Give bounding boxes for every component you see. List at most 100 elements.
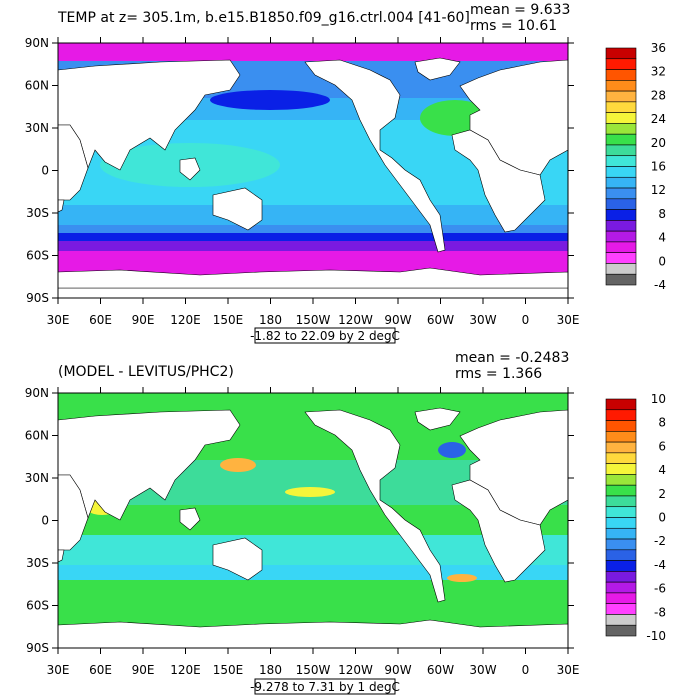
land-mass	[304, 59, 446, 253]
top-lon-labels: 30E 60E 90E 120E 150E 180 150W 120W 90W 60W 30W 0 30…	[47, 313, 580, 327]
colorbar-swatch	[605, 517, 637, 529]
colorbar-swatch	[605, 474, 637, 486]
land-mass	[451, 129, 546, 233]
lon-label: 60E	[89, 663, 112, 677]
lon-label: 30E	[557, 663, 580, 677]
land-mass	[414, 57, 461, 81]
lon-label: 60W	[427, 313, 454, 327]
land-mass	[58, 199, 65, 213]
bottom-map	[58, 393, 568, 648]
lat-label: 60N	[25, 429, 49, 443]
lon-label: 30E	[47, 313, 70, 327]
bottom-band-south-1	[58, 535, 568, 565]
bottom-panel-rms: rms = 1.366	[455, 366, 542, 382]
top-range-box	[254, 327, 396, 344]
lat-label: 90N	[25, 386, 49, 400]
bottom-range-text: -9.278 to 7.31 by 1 degC	[250, 680, 400, 694]
colorbar-swatch	[605, 538, 637, 551]
bottom-kuroshio-anomaly	[220, 458, 256, 472]
colorbar-label: 28	[651, 88, 666, 102]
lon-label: 120W	[338, 313, 373, 327]
colorbar-swatch	[605, 273, 637, 286]
colorbar-swatch	[605, 133, 637, 146]
bottom-ticks	[52, 387, 574, 654]
top-lat-labels: 90N 60N 30N 0 30S 60S 90S	[25, 36, 49, 305]
lon-label: 180	[259, 313, 282, 327]
colorbar-swatch	[605, 123, 637, 135]
colorbar-swatch	[605, 614, 637, 626]
colorbar-swatch	[605, 80, 637, 92]
lat-label: 60N	[25, 79, 49, 93]
colorbar-label: -10	[646, 629, 666, 643]
colorbar-label: 6	[658, 439, 666, 453]
colorbar-swatch	[605, 112, 637, 124]
colorbar-label: 4	[658, 231, 666, 245]
lon-label: 60E	[89, 313, 112, 327]
lon-label: 90E	[132, 313, 155, 327]
lat-label: 30S	[26, 206, 49, 220]
lon-label: 150W	[296, 313, 331, 327]
lat-label: 30N	[25, 121, 49, 135]
lon-label: 150W	[296, 663, 331, 677]
land-mass	[58, 287, 568, 298]
colorbar-label: 20	[651, 136, 666, 150]
lon-label: 30W	[469, 663, 496, 677]
lat-label: 30S	[26, 556, 49, 570]
colorbar-swatch	[605, 198, 637, 210]
top-band-south-3	[58, 233, 568, 241]
bottom-range-box	[254, 678, 396, 695]
lat-label: 30N	[25, 471, 49, 485]
lon-label: 120W	[338, 663, 373, 677]
bottom-south-atlantic-anomaly	[447, 574, 477, 582]
colorbar-swatch	[605, 187, 637, 200]
lon-label: 60W	[427, 663, 454, 677]
land-mass	[58, 549, 65, 563]
top-land	[58, 57, 568, 298]
colorbar-label: -6	[654, 582, 666, 596]
lon-label: 150E	[213, 313, 244, 327]
colorbar-swatch	[605, 263, 637, 275]
colorbar-label: 4	[658, 463, 666, 477]
colorbar-swatch	[605, 592, 637, 604]
top-panel-rms: rms = 10.61	[470, 18, 557, 34]
bottom-land	[58, 407, 568, 648]
colorbar-label: -8	[654, 605, 666, 619]
colorbar-swatch	[605, 230, 637, 243]
bottom-panel-title: (MODEL - LEVITUS/PHC2)	[58, 364, 234, 380]
land-mass	[304, 409, 446, 603]
land-mass	[58, 619, 568, 648]
colorbar-label: 8	[658, 416, 666, 430]
colorbar-swatch	[605, 241, 637, 253]
colorbar-swatch	[605, 220, 637, 232]
top-band-arctic	[58, 43, 568, 61]
bottom-lon-labels: 30E 60E 90E 120E 150E 180 150W 120W 90W 60W 30W 0 30…	[47, 663, 580, 677]
colorbar-label: 36	[651, 41, 666, 55]
colorbar-swatch	[605, 47, 637, 60]
colorbar-label: -4	[654, 278, 666, 292]
top-map	[58, 43, 568, 298]
colorbar-swatch	[605, 549, 637, 561]
colorbar-label: 2	[658, 487, 666, 501]
colorbar-label: -2	[654, 534, 666, 548]
lon-label: 30E	[47, 663, 70, 677]
lat-label: 60S	[26, 599, 49, 613]
lat-label: 0	[41, 514, 49, 528]
colorbar-label: 8	[658, 207, 666, 221]
colorbar-label: 0	[658, 254, 666, 268]
colorbar-label: -4	[654, 558, 666, 572]
top-band-south-2	[58, 225, 568, 233]
top-panel-title: TEMP at z= 305.1m, b.e15.B1850.f09_g16.c…	[57, 10, 470, 26]
lat-label: 90S	[26, 641, 49, 655]
colorbar-swatch	[605, 506, 637, 518]
top-panel: TEMP at z= 305.1m, b.e15.B1850.f09_g16.c…	[25, 2, 666, 344]
colorbar-swatch	[605, 144, 637, 157]
land-mass	[212, 537, 263, 581]
colorbar-swatch	[605, 441, 637, 454]
bottom-lat-labels: 90N 60N 30N 0 30S 60S 90S	[25, 386, 49, 655]
colorbar-swatch	[605, 571, 637, 583]
lon-label: 90E	[132, 663, 155, 677]
colorbar-swatch	[605, 176, 637, 189]
bottom-panel-mean: mean = -0.2483	[455, 350, 569, 366]
lon-label: 30E	[557, 313, 580, 327]
